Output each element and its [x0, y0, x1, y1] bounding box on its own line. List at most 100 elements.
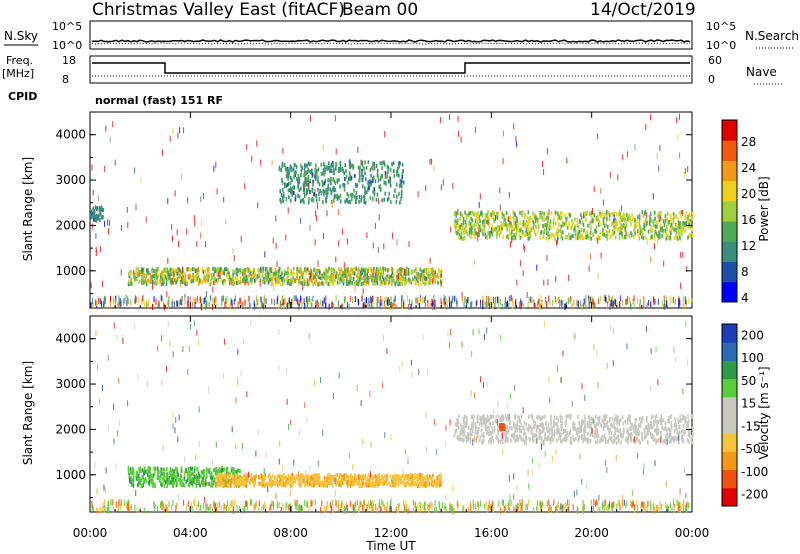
data-cell	[650, 219, 652, 224]
data-cell	[290, 187, 293, 192]
data-cell	[585, 230, 588, 235]
data-cell	[303, 167, 306, 172]
noise-cell	[91, 164, 93, 171]
data-cell	[377, 479, 380, 484]
data-cell	[458, 235, 460, 240]
data-cell	[102, 215, 104, 220]
data-cell	[359, 165, 361, 170]
noise-cell	[458, 130, 460, 137]
data-cell	[155, 270, 157, 274]
data-cell	[663, 223, 666, 227]
data-cell	[286, 481, 288, 486]
data-cell	[201, 480, 204, 485]
data-cell	[307, 474, 309, 479]
data-cell	[522, 437, 524, 442]
data-cell	[332, 281, 334, 286]
data-cell	[351, 281, 353, 286]
data-cell	[132, 483, 135, 488]
data-cell	[308, 187, 310, 192]
data-cell	[631, 233, 633, 238]
noise-cell	[97, 195, 99, 201]
data-cell	[522, 222, 524, 227]
data-cell	[617, 436, 619, 441]
data-cell	[351, 271, 354, 275]
noise-cell	[431, 158, 433, 165]
data-cell	[174, 278, 176, 283]
data-cell	[258, 271, 260, 276]
data-cell	[433, 479, 436, 484]
data-cell	[270, 274, 272, 279]
data-cell	[175, 480, 177, 485]
noise-cell	[120, 225, 122, 231]
data-cell	[455, 211, 458, 216]
data-cell	[590, 426, 593, 431]
data-cell	[528, 236, 531, 241]
noise-cell	[378, 214, 380, 221]
data-cell	[344, 477, 347, 482]
data-cell	[486, 414, 489, 419]
data-cell	[133, 274, 135, 279]
data-cell	[217, 477, 220, 482]
data-cell	[559, 211, 562, 216]
data-cell	[331, 476, 333, 481]
data-cell	[352, 271, 355, 276]
data-cell	[422, 277, 424, 282]
near-range-cell	[467, 296, 469, 303]
data-cell	[176, 470, 178, 475]
near-range-cell	[295, 295, 297, 302]
data-cell	[363, 199, 365, 204]
data-cell	[195, 484, 198, 489]
data-cell	[163, 474, 165, 479]
data-cell	[396, 168, 399, 173]
data-cell	[546, 215, 549, 220]
data-cell	[593, 213, 596, 217]
data-cell	[96, 216, 98, 221]
data-cell	[567, 225, 570, 230]
data-cell	[389, 183, 392, 188]
data-cell	[674, 423, 676, 428]
noise-cell	[315, 215, 317, 222]
data-cell	[345, 281, 348, 286]
near-range-cell	[430, 297, 432, 304]
noise-cell	[566, 157, 568, 164]
data-cell	[91, 212, 94, 216]
data-cell	[215, 473, 217, 477]
data-cell	[355, 199, 357, 204]
data-cell	[171, 271, 173, 275]
noise-cell	[112, 121, 114, 128]
data-cell	[169, 467, 172, 472]
data-cell	[653, 437, 655, 442]
data-cell	[332, 177, 334, 182]
data-cell	[463, 236, 466, 241]
data-cell	[615, 435, 618, 440]
data-cell	[689, 233, 692, 238]
data-cell	[507, 233, 510, 238]
data-cell	[472, 224, 474, 228]
data-cell	[611, 211, 613, 216]
data-cell	[426, 480, 428, 485]
near-range-cell	[678, 302, 680, 309]
data-cell	[217, 267, 219, 272]
data-cell	[305, 163, 307, 168]
noise-cell	[105, 125, 107, 132]
near-range-cell	[639, 299, 641, 306]
colorbar-tick-label: 4	[741, 291, 749, 305]
data-cell	[318, 182, 321, 187]
data-cell	[559, 414, 562, 419]
data-cell	[171, 472, 174, 477]
data-cell	[160, 274, 162, 279]
data-cell	[264, 476, 267, 481]
data-cell	[254, 476, 256, 481]
data-cell	[156, 267, 158, 272]
near-range-cell	[282, 299, 284, 306]
near-range-cell	[370, 297, 372, 304]
noise-cell	[107, 219, 108, 226]
data-cell	[568, 236, 571, 241]
data-cell	[367, 276, 370, 280]
data-cell	[345, 274, 348, 279]
near-range-cell	[312, 295, 314, 302]
data-cell	[670, 216, 672, 220]
data-cell	[350, 267, 352, 272]
noise-cell	[593, 186, 595, 193]
